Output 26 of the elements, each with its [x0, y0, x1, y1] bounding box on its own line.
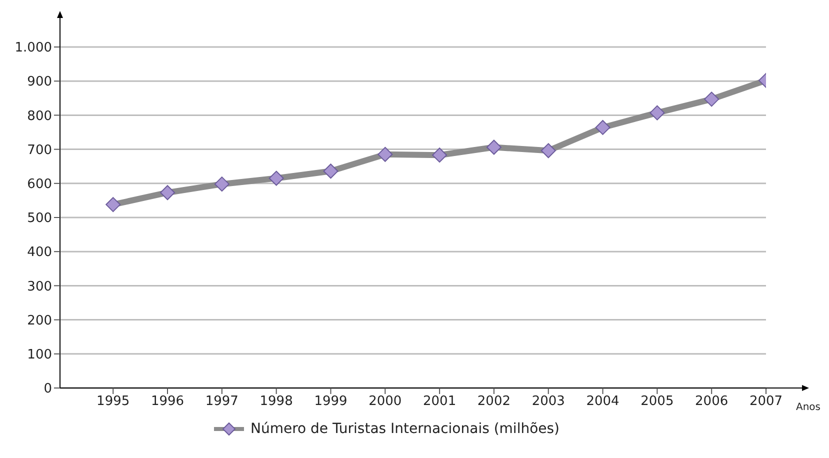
x-tick-label: 1999 — [314, 394, 348, 410]
x-tick-label: 1997 — [205, 394, 238, 410]
x-tick-label: 2002 — [477, 394, 511, 410]
legend-label: Número de Turistas Internacionais (milhões) — [249, 421, 560, 437]
x-tick-label: 2003 — [532, 394, 565, 410]
y-tick-label: 600 — [27, 177, 52, 192]
x-tick-label: 2001 — [423, 394, 456, 410]
x-axis-title: Anos — [796, 402, 821, 413]
x-tick-label: 2004 — [586, 394, 620, 410]
x-tick-label: 1996 — [150, 394, 184, 410]
y-tick-label: 900 — [27, 74, 52, 90]
y-tick-label: 0 — [44, 382, 52, 397]
y-tick-label: 500 — [27, 211, 52, 226]
y-tick-label: 400 — [27, 245, 52, 260]
y-tick-label: 800 — [27, 108, 52, 124]
x-tick-label: 2000 — [368, 394, 402, 410]
x-tick-label: 1998 — [260, 394, 293, 410]
y-tick-label: 1.000 — [14, 40, 52, 56]
y-tick-label: 300 — [27, 279, 52, 294]
y-tick-label: 700 — [27, 142, 52, 158]
x-tick-label: 2005 — [640, 394, 674, 410]
x-tick-label: 1995 — [96, 394, 130, 410]
y-tick-label: 100 — [27, 348, 52, 363]
x-tick-label: 2007 — [749, 394, 783, 410]
x-tick-label: 2006 — [695, 394, 728, 410]
y-tick-label: 200 — [27, 313, 52, 328]
